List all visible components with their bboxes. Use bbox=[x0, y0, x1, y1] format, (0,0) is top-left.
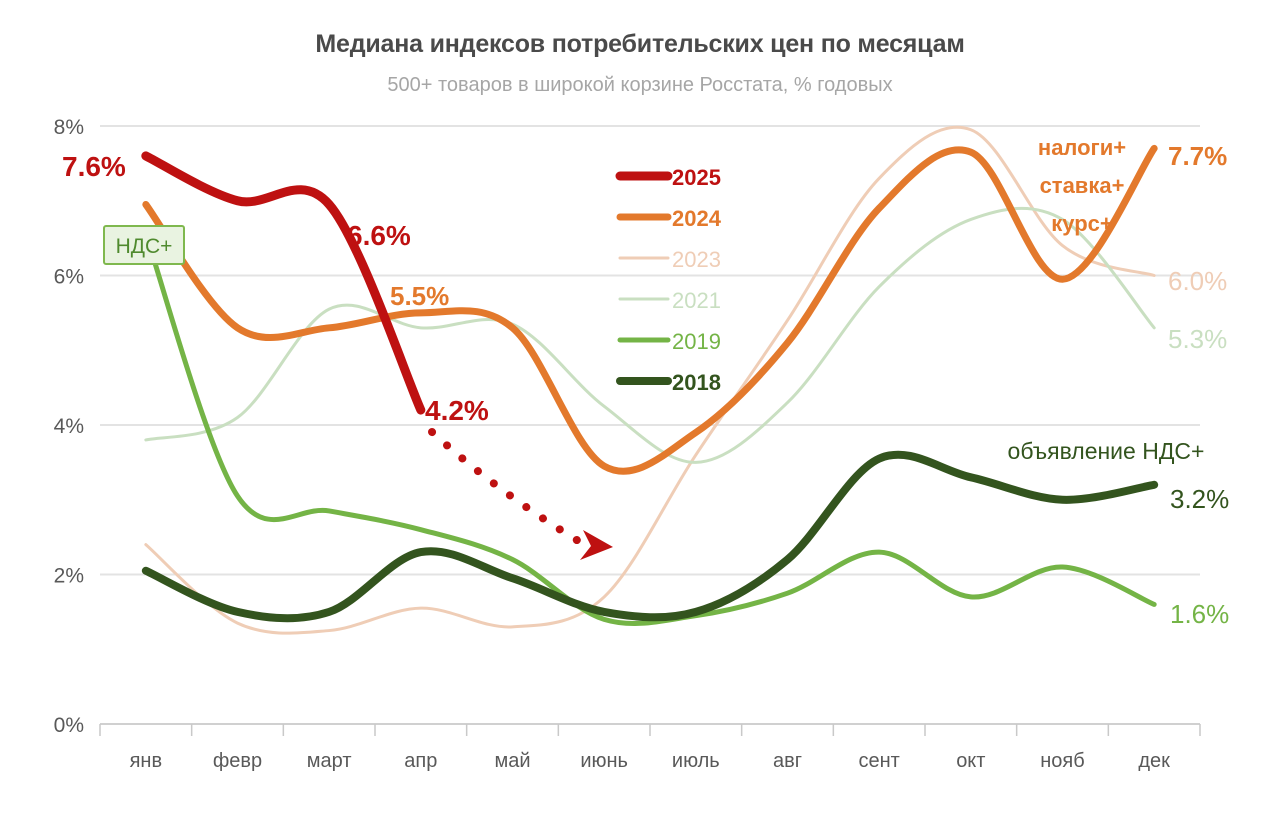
forecast-dotted-line bbox=[428, 428, 589, 549]
data-label: 3.2% bbox=[1170, 484, 1229, 514]
y-axis-tick-label: 4% bbox=[54, 415, 84, 438]
x-axis-tick-label: июнь bbox=[580, 750, 628, 772]
series-line-2018 bbox=[141, 450, 1159, 623]
green-annotation: объявление НДС+ bbox=[1008, 438, 1205, 464]
forecast-arrow-group bbox=[428, 428, 613, 560]
legend-group: 2025 2024 2023 2021 2019 2018 bbox=[615, 165, 722, 395]
legend-label-2024[interactable]: 2024 bbox=[672, 206, 722, 231]
data-label: 7.7% bbox=[1168, 141, 1227, 171]
chart-subtitle: 500+ товаров в широкой корзине Росстата,… bbox=[387, 74, 893, 96]
series-line-2019 bbox=[143, 231, 1157, 626]
data-label: 1.6% bbox=[1170, 599, 1229, 629]
x-axis-tick-label: янв bbox=[130, 750, 163, 772]
series-line-2025 bbox=[141, 151, 426, 415]
x-axis-tick-labels: янв февр март апр май июнь июль авг сент окт нояб д… bbox=[130, 750, 1171, 772]
x-axis-tick-label: май bbox=[494, 750, 530, 772]
x-axis-tick-label: нояб bbox=[1040, 750, 1084, 772]
y-axis-tick-label: 6% bbox=[54, 266, 84, 289]
y-axis-tick-labels: 0% 2% 4% 6% 8% bbox=[54, 116, 84, 737]
legend-label-2023[interactable]: 2023 bbox=[672, 247, 721, 272]
annotations-group: НДС+ налоги+ ставка+ курс+ объявление НДС+ bbox=[103, 135, 1205, 464]
chart-title: Медиана индексов потребительских цен по … bbox=[315, 30, 965, 58]
series-line-2021 bbox=[144, 206, 1156, 464]
data-label: 5.3% bbox=[1168, 324, 1227, 354]
data-label: 6.6% bbox=[347, 220, 411, 251]
x-axis-tick-label: окт bbox=[956, 750, 985, 772]
data-label: 4.2% bbox=[425, 395, 489, 426]
x-axis-tick-label: февр bbox=[213, 750, 262, 772]
data-label: 5.5% bbox=[390, 281, 449, 311]
x-axis-tick-label: июль bbox=[672, 750, 720, 772]
data-labels-group: 7.6% 6.6% 5.5% 4.2% 7.7% 6.0% 5.3% 3.2% 1.6% bbox=[62, 141, 1229, 629]
x-axis-tick-label: апр bbox=[404, 750, 437, 772]
orange-annotation-line: налоги+ bbox=[1038, 135, 1126, 160]
legend-label-2018[interactable]: 2018 bbox=[672, 370, 721, 395]
series-lines-group bbox=[141, 125, 1159, 635]
series-line-2023 bbox=[144, 125, 1156, 635]
nds-badge-label: НДС+ bbox=[116, 235, 173, 258]
y-axis-tick-label: 8% bbox=[54, 116, 84, 139]
orange-annotation-line: ставка+ bbox=[1040, 173, 1125, 198]
nds-badge-box bbox=[103, 225, 185, 265]
data-label: 7.6% bbox=[62, 151, 126, 182]
legend-label-2021[interactable]: 2021 bbox=[672, 288, 721, 313]
x-axis-tick-label: дек bbox=[1138, 750, 1170, 772]
legend-label-2025[interactable]: 2025 bbox=[672, 165, 721, 190]
series-line-2024 bbox=[142, 144, 1158, 475]
x-axis-tick-label: сент bbox=[859, 750, 900, 772]
forecast-arrowhead bbox=[580, 530, 613, 560]
y-axis-tick-label: 2% bbox=[54, 565, 84, 588]
x-axis-tick-label: март bbox=[307, 750, 352, 772]
orange-annotation-line: курс+ bbox=[1051, 211, 1112, 236]
y-axis-tick-label: 0% bbox=[54, 714, 84, 737]
x-axis-tick-label: авг bbox=[773, 750, 802, 772]
data-label: 6.0% bbox=[1168, 266, 1227, 296]
x-axis-line bbox=[99, 723, 1201, 736]
legend-label-2019[interactable]: 2019 bbox=[672, 329, 721, 354]
